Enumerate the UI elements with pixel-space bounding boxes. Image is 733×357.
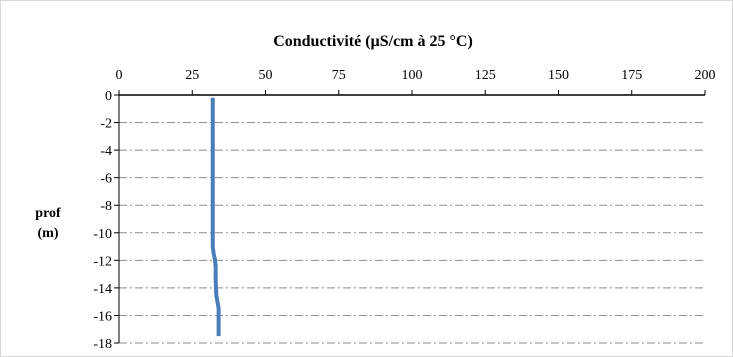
chart-title: Conductivité (µS/cm à 25 °C) — [273, 33, 473, 50]
y-axis-label-line-2: (m) — [38, 226, 59, 241]
x-tick-label-125: 125 — [475, 68, 496, 83]
y-tick-label-12: -12 — [93, 254, 112, 269]
x-tick-label-175: 175 — [621, 68, 642, 83]
x-tick-label-0: 0 — [116, 68, 123, 83]
y-tick-label-4: -4 — [100, 144, 112, 159]
y-tick-label-2: -2 — [100, 117, 112, 132]
axes — [114, 90, 706, 344]
y-tick-label-16: -16 — [93, 309, 112, 324]
series-line-0 — [210, 97, 221, 337]
x-tick-label-75: 75 — [332, 68, 346, 83]
y-tick-label-6: -6 — [100, 172, 112, 187]
y-tick-label-14: -14 — [93, 282, 112, 297]
y-tick-label-10: -10 — [93, 227, 112, 242]
x-tick-label-25: 25 — [185, 68, 199, 83]
y-axis-label-line-1: prof — [35, 206, 61, 221]
gridlines — [119, 122, 705, 344]
x-tick-label-200: 200 — [695, 68, 716, 83]
x-tick-label-50: 50 — [259, 68, 273, 83]
tick-labels: 0 25 50 75 100 125 150 175 200 0 -2 -4 -6 -8 -10 -12 -14… — [93, 68, 715, 352]
y-tick-label-8: -8 — [100, 199, 112, 214]
x-tick-label-100: 100 — [402, 68, 423, 83]
y-tick-label-0: 0 — [105, 89, 112, 104]
series-layer — [210, 97, 221, 337]
x-tick-label-150: 150 — [548, 68, 569, 83]
y-tick-label-18: -18 — [93, 337, 112, 352]
